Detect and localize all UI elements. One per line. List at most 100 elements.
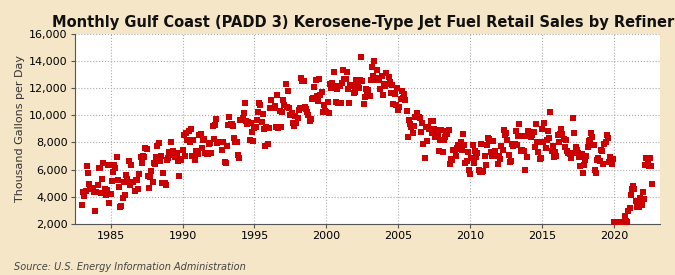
Point xyxy=(321,110,332,114)
Point xyxy=(133,187,144,191)
Point xyxy=(456,148,467,152)
Point xyxy=(396,96,406,101)
Point xyxy=(527,133,538,137)
Point xyxy=(79,193,90,198)
Point xyxy=(387,83,398,88)
Point xyxy=(512,143,522,147)
Point xyxy=(145,174,156,179)
Point xyxy=(332,87,343,92)
Point xyxy=(538,140,549,144)
Point xyxy=(632,199,643,203)
Point xyxy=(412,111,423,115)
Point xyxy=(236,118,246,122)
Point xyxy=(274,108,285,113)
Point xyxy=(342,69,352,74)
Point xyxy=(566,156,576,160)
Point xyxy=(425,118,436,123)
Point xyxy=(369,59,380,64)
Point xyxy=(630,199,641,204)
Point xyxy=(204,142,215,147)
Point xyxy=(327,81,338,85)
Point xyxy=(280,82,291,86)
Point xyxy=(311,94,322,98)
Point xyxy=(190,148,201,153)
Point xyxy=(314,77,325,82)
Point xyxy=(587,134,598,139)
Point xyxy=(618,220,629,225)
Point xyxy=(102,188,113,192)
Point xyxy=(209,137,219,142)
Point xyxy=(501,131,512,135)
Point xyxy=(265,106,275,110)
Point xyxy=(252,117,263,122)
Point xyxy=(124,183,135,187)
Point xyxy=(557,131,568,136)
Point xyxy=(95,166,105,170)
Point xyxy=(524,132,535,136)
Point xyxy=(244,138,255,142)
Point xyxy=(641,155,652,160)
Point xyxy=(550,150,561,154)
Point xyxy=(122,177,133,182)
Point xyxy=(328,70,339,74)
Point xyxy=(159,180,170,185)
Point xyxy=(405,121,416,126)
Point xyxy=(465,172,476,176)
Point xyxy=(128,180,139,185)
Point xyxy=(496,144,507,148)
Point xyxy=(635,196,646,201)
Point xyxy=(614,220,624,225)
Point xyxy=(529,145,540,149)
Point xyxy=(202,152,213,156)
Point xyxy=(429,127,439,131)
Point xyxy=(583,139,594,143)
Point xyxy=(442,132,453,137)
Point xyxy=(254,101,265,106)
Point xyxy=(187,154,198,159)
Point xyxy=(585,138,595,142)
Point xyxy=(513,134,524,138)
Point xyxy=(636,203,647,207)
Point xyxy=(76,202,87,207)
Point xyxy=(139,154,150,159)
Point xyxy=(250,125,261,130)
Point xyxy=(392,86,402,90)
Point xyxy=(178,133,189,138)
Point xyxy=(150,162,161,167)
Title: Monthly Gulf Coast (PADD 3) Kerosene-Type Jet Fuel Retail Sales by Refiners: Monthly Gulf Coast (PADD 3) Kerosene-Typ… xyxy=(52,15,675,30)
Point xyxy=(610,220,620,225)
Point xyxy=(634,205,645,210)
Point xyxy=(300,107,311,111)
Point xyxy=(220,161,231,165)
Point xyxy=(183,129,194,134)
Point xyxy=(526,134,537,139)
Point xyxy=(532,139,543,144)
Point xyxy=(592,158,603,162)
Point xyxy=(558,137,569,141)
Point xyxy=(572,151,583,156)
Point xyxy=(105,192,116,196)
Text: Source: U.S. Energy Information Administration: Source: U.S. Energy Information Administ… xyxy=(14,262,245,272)
Point xyxy=(230,140,241,144)
Point xyxy=(370,77,381,82)
Point xyxy=(413,115,424,119)
Point xyxy=(313,99,323,103)
Point xyxy=(108,170,119,175)
Point xyxy=(375,87,385,91)
Point xyxy=(181,131,192,135)
Point xyxy=(479,153,490,158)
Point xyxy=(263,142,273,146)
Point xyxy=(335,101,346,105)
Point xyxy=(547,144,558,148)
Point xyxy=(515,148,526,153)
Point xyxy=(353,86,364,90)
Point xyxy=(449,148,460,153)
Point xyxy=(272,93,283,97)
Point xyxy=(351,78,362,83)
Point xyxy=(637,190,648,194)
Point xyxy=(555,132,566,136)
Point xyxy=(130,178,141,182)
Point xyxy=(215,139,226,144)
Point xyxy=(176,158,187,162)
Point xyxy=(626,187,637,191)
